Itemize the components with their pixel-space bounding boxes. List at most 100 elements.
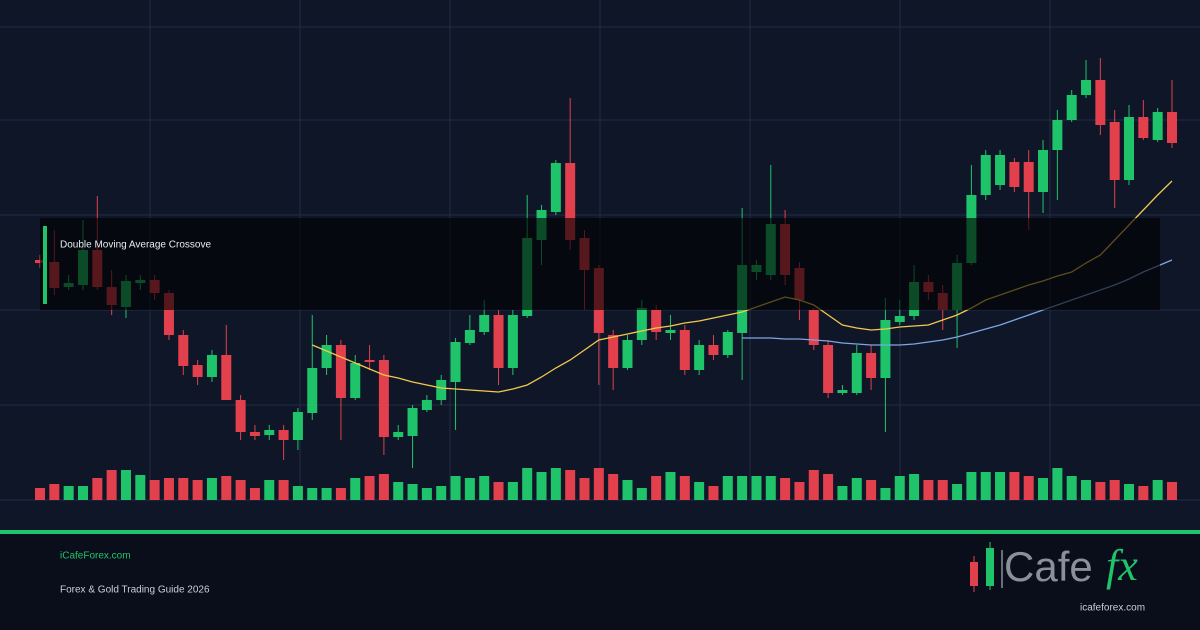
volume-bar: [980, 472, 991, 500]
candle-body: [837, 390, 848, 393]
candle-body: [321, 345, 332, 368]
volume-bar: [307, 488, 318, 500]
volume-bar: [894, 476, 905, 500]
volume-bar: [507, 482, 518, 500]
volume-bar: [35, 488, 45, 500]
candle-body: [608, 335, 619, 368]
candle-body: [1009, 162, 1020, 187]
volume-bar: [1052, 468, 1063, 500]
volume-bar: [593, 468, 604, 500]
logo-icon: [970, 542, 1003, 592]
divider: [0, 530, 1200, 534]
candle-body: [651, 310, 662, 332]
volume-bar: [751, 476, 762, 500]
volume-bar: [450, 476, 461, 500]
candle-body: [823, 345, 834, 393]
overlay-label: Double Moving Average Crossove: [60, 240, 211, 251]
overlay-accent: [43, 226, 47, 304]
volume-bar: [350, 478, 361, 500]
volume-bar: [1152, 480, 1163, 500]
volume-bar: [550, 468, 561, 500]
candle-body: [1038, 150, 1049, 192]
volume-bar: [206, 478, 217, 500]
candle-body: [350, 363, 361, 398]
candle-body: [393, 432, 404, 437]
candle-body: [507, 315, 518, 368]
volume-bar: [565, 470, 576, 500]
volume-bar: [866, 480, 877, 500]
volume-bar: [1138, 486, 1149, 500]
candle-body: [550, 163, 561, 212]
volume-bar: [192, 480, 203, 500]
volume-bar: [952, 484, 963, 500]
candle-body: [1023, 162, 1034, 192]
candle-body: [1066, 95, 1077, 120]
logo-url: icafeforex.com: [1080, 603, 1145, 614]
volume-bar: [178, 478, 189, 500]
volume-bar: [378, 474, 389, 500]
volume-bar: [837, 486, 848, 500]
volume-bar: [249, 488, 260, 500]
volume-bar: [536, 472, 547, 500]
volume-bar: [77, 486, 88, 500]
volume-bar: [651, 476, 662, 500]
candle-body: [808, 310, 819, 345]
volume-bar: [823, 474, 834, 500]
volume-bar: [923, 480, 934, 500]
footer-tagline: Forex & Gold Trading Guide 2026: [60, 585, 210, 596]
volume-bar: [407, 484, 418, 500]
volume-bar: [106, 470, 117, 500]
candle-body: [1081, 80, 1092, 95]
candle-body: [1167, 112, 1177, 143]
volume-bar: [880, 488, 891, 500]
candle-body: [178, 335, 189, 366]
candle-body: [436, 380, 447, 400]
volume-bar: [808, 470, 819, 500]
volume-bar: [49, 484, 60, 500]
candle-body: [1109, 122, 1120, 180]
candle-body: [665, 330, 676, 333]
marks: [35, 58, 1177, 500]
volume-bar: [63, 486, 74, 500]
candle-body: [464, 330, 475, 343]
volume-bar: [1081, 480, 1092, 500]
volume-bar: [1124, 484, 1135, 500]
candle-body: [1095, 80, 1106, 125]
candle-body: [1152, 112, 1163, 140]
volume-bar: [722, 476, 733, 500]
volume-bar: [436, 486, 447, 500]
candle-body: [421, 400, 432, 410]
volume-bar: [421, 488, 432, 500]
candle-body: [264, 430, 275, 435]
candle-body: [378, 360, 389, 437]
volume-bar: [163, 478, 174, 500]
volume-bar: [765, 476, 776, 500]
candle-body: [335, 345, 346, 398]
volume-bar: [966, 472, 977, 500]
volume-bar: [393, 482, 404, 500]
volume-bar: [364, 476, 375, 500]
volume-bar: [737, 476, 748, 500]
volume-bar: [665, 472, 676, 500]
volume-bar: [1095, 482, 1106, 500]
candle-body: [192, 365, 203, 377]
volume-bar: [636, 488, 647, 500]
volume-bar: [694, 482, 705, 500]
volume-bar: [464, 478, 475, 500]
volume-bar: [708, 486, 719, 500]
candle-body: [880, 320, 891, 378]
candle-body: [278, 430, 289, 440]
volume-bar: [937, 480, 948, 500]
footer-background: [0, 534, 1200, 630]
volume-bar: [493, 482, 504, 500]
volume-bar: [292, 486, 303, 500]
candle-body: [450, 342, 461, 382]
candle-body: [249, 432, 260, 436]
candle-body: [1138, 117, 1149, 138]
volume-bar: [92, 478, 103, 500]
candle-body: [980, 155, 991, 195]
candle-body: [894, 316, 905, 322]
candle-body: [866, 353, 877, 378]
candle-body: [235, 400, 246, 432]
